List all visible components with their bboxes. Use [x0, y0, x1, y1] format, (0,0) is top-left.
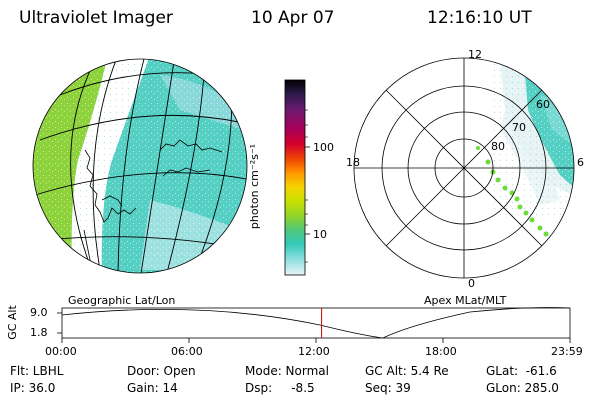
status-gc-alt: GC Alt: 5.4 Re [365, 364, 449, 378]
geographic-image [33, 59, 247, 273]
polar-grid [353, 57, 575, 279]
altitude-plot [57, 307, 571, 343]
lat-label-60: 60 [536, 98, 550, 111]
colorbar-tick-100: 100 [313, 141, 334, 154]
altitude-xtick-3: 18:00 [425, 345, 457, 358]
status-ip: IP: 36.0 [10, 381, 56, 395]
status-glon: GLon: 285.0 [486, 381, 559, 395]
lat-label-70: 70 [512, 121, 526, 134]
mlt-label-12: 12 [468, 48, 482, 61]
status-dsp: Dsp: -8.5 [245, 381, 315, 395]
status-gain: Gain: 14 [127, 381, 178, 395]
status-seq: Seq: 39 [365, 381, 411, 395]
altitude-xtick-2: 12:00 [298, 345, 330, 358]
altitude-ytick-low: 1.8 [30, 326, 48, 339]
altitude-ylabel: GC Alt [5, 305, 19, 340]
colorbar-unit-label: photon cm⁻²s⁻¹ [248, 143, 262, 230]
status-mode: Mode: Normal [245, 364, 329, 378]
altitude-xtick-0: 00:00 [45, 345, 77, 358]
mlt-label-18: 18 [346, 156, 360, 169]
mlt-label-6: 6 [577, 156, 584, 169]
mlt-label-0: 0 [468, 277, 475, 290]
geographic-caption: Geographic Lat/Lon [68, 294, 176, 307]
instrument-title: Ultraviolet Imager [19, 8, 173, 28]
apex-caption: Apex MLat/MLT [424, 294, 507, 307]
altitude-xtick-4: 23:59 [551, 345, 583, 358]
altitude-ytick-high: 9.0 [30, 306, 48, 319]
status-flt: Flt: LBHL [10, 364, 64, 378]
status-glat: GLat: -61.6 [486, 364, 557, 378]
date-label: 10 Apr 07 [251, 8, 335, 28]
colorbar [284, 79, 310, 276]
altitude-xtick-1: 06:00 [171, 345, 203, 358]
status-door: Door: Open [127, 364, 196, 378]
time-label: 12:16:10 UT [427, 8, 532, 28]
colorbar-tick-10: 10 [313, 228, 327, 241]
lat-label-80: 80 [491, 140, 505, 153]
